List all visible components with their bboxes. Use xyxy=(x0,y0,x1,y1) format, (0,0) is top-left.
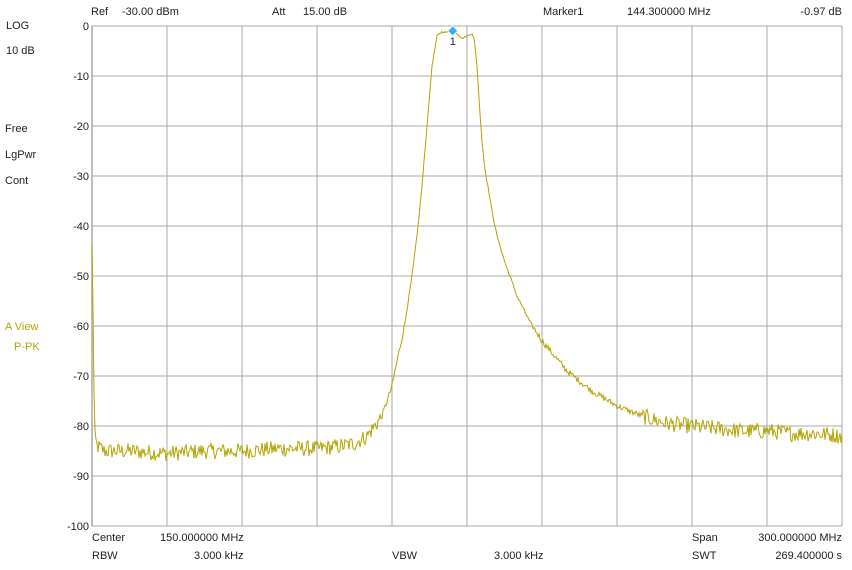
rbw-label: RBW xyxy=(92,550,118,562)
y-tick-label: -50 xyxy=(73,271,89,283)
center-value: 150.000000 MHz xyxy=(160,532,244,544)
y-tick-label: 0 xyxy=(83,21,89,33)
y-tick-label: -20 xyxy=(73,121,89,133)
y-tick-label: -90 xyxy=(73,471,89,483)
y-tick-label: -10 xyxy=(73,71,89,83)
y-tick-label: -60 xyxy=(73,321,89,333)
view-mode-label: A View xyxy=(5,321,39,333)
ref-value: -30.00 dBm xyxy=(122,6,179,18)
vbw-value: 3.000 kHz xyxy=(494,550,544,562)
marker-diamond[interactable] xyxy=(447,25,459,37)
y-tick-label: -40 xyxy=(73,221,89,233)
rbw-value: 3.000 kHz xyxy=(194,550,244,562)
y-tick-label: -70 xyxy=(73,371,89,383)
sweep-mode-label: Cont xyxy=(5,175,29,187)
y-axis-ticks: 0 -10 -20 -30 -40 -50 -60 -70 -80 -90 -100 xyxy=(67,21,89,533)
swt-value: 269.400000 s xyxy=(775,550,842,562)
grid xyxy=(91,25,843,527)
vbw-label: VBW xyxy=(392,550,418,562)
trigger-label: Free xyxy=(5,123,28,135)
marker-level: -0.97 dB xyxy=(800,6,842,18)
att-label: Att xyxy=(272,6,286,18)
swt-label: SWT xyxy=(692,550,717,562)
span-value: 300.000000 MHz xyxy=(758,532,842,544)
scale-div-label: 10 dB xyxy=(6,45,35,57)
center-label: Center xyxy=(92,532,126,544)
spectrum-trace xyxy=(91,30,843,462)
att-value: 15.00 dB xyxy=(303,6,348,18)
y-tick-label: -100 xyxy=(67,521,89,533)
marker-freq: 144.300000 MHz xyxy=(627,6,711,18)
scale-mode-label: LOG xyxy=(6,20,30,32)
detector-mode-label: LgPwr xyxy=(5,149,37,161)
marker-label: Marker1 xyxy=(543,6,584,18)
marker-1[interactable]: 1 xyxy=(447,25,459,48)
y-tick-label: -80 xyxy=(73,421,89,433)
ref-label: Ref xyxy=(91,6,109,18)
detector-label: P-PK xyxy=(14,341,40,353)
marker-number: 1 xyxy=(450,36,456,48)
span-label: Span xyxy=(692,532,718,544)
y-tick-label: -30 xyxy=(73,171,89,183)
